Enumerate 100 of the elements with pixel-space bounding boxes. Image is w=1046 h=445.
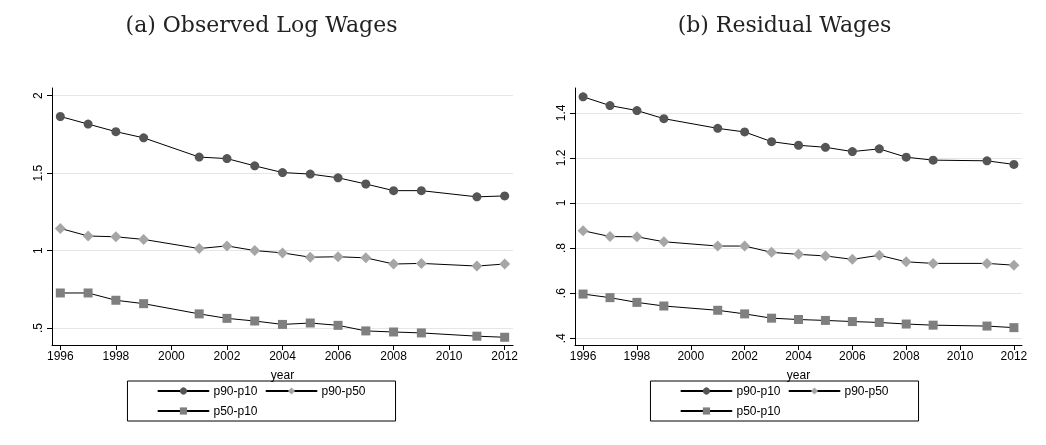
x-tick-label: 2002 — [731, 349, 759, 363]
point — [277, 247, 288, 259]
x-tick-label: 1998 — [623, 349, 651, 363]
point — [111, 127, 121, 137]
point — [361, 179, 371, 189]
y-tick-label: .8 — [554, 242, 568, 254]
point — [659, 114, 669, 124]
point — [82, 230, 94, 242]
point — [873, 249, 885, 261]
legend-label: p90-p10 — [213, 384, 258, 398]
point — [928, 320, 938, 330]
point — [304, 251, 316, 263]
y-tick-label: 1 — [554, 199, 568, 207]
chart-title: (a) Observed Log Wages — [125, 11, 398, 37]
point — [793, 248, 804, 260]
point — [250, 316, 260, 326]
x-tick-label: 2008 — [892, 349, 920, 363]
x-tick-label: 2012 — [491, 349, 519, 363]
point — [874, 144, 884, 154]
y-tick-label: .5 — [31, 322, 45, 333]
point — [499, 258, 511, 270]
point — [740, 309, 750, 319]
point — [794, 140, 803, 150]
point — [820, 142, 830, 152]
point — [415, 257, 427, 269]
point — [578, 92, 588, 102]
point — [110, 231, 122, 243]
legend-label: p50-p10 — [213, 404, 258, 418]
point — [794, 315, 803, 325]
point — [250, 161, 260, 171]
x-tick-label: 2002 — [213, 349, 241, 363]
point — [982, 321, 992, 331]
point — [361, 326, 371, 336]
x-tick-label: 2006 — [324, 349, 352, 363]
point — [1009, 323, 1019, 333]
x-tick-label: 2004 — [269, 349, 297, 363]
x-tick-label: 2010 — [946, 349, 974, 363]
point — [194, 152, 204, 162]
point — [631, 231, 643, 243]
y-tick-label: 1.4 — [554, 104, 568, 122]
legend-label: p90-p50 — [844, 384, 889, 398]
point — [712, 240, 724, 252]
point — [982, 156, 992, 166]
y-tick-label: 2 — [31, 92, 45, 100]
point — [767, 313, 777, 323]
point — [500, 191, 510, 201]
point — [416, 328, 426, 338]
chart-title: (b) Residual Wages — [677, 11, 892, 37]
point — [900, 256, 912, 268]
y-tick-label: 1.5 — [31, 164, 45, 182]
point — [578, 289, 588, 299]
point — [740, 127, 750, 137]
x-tick-label: 2000 — [158, 349, 186, 363]
point — [847, 147, 857, 157]
point — [222, 313, 232, 323]
point — [221, 240, 233, 252]
point — [305, 169, 315, 179]
point — [1008, 259, 1020, 271]
x-axis-title: year — [270, 368, 295, 382]
y-tick-label: 1.2 — [554, 149, 568, 167]
point — [846, 253, 858, 265]
x-tick-label: 1996 — [46, 349, 74, 363]
point — [54, 222, 66, 234]
y-tick-label: .4 — [554, 332, 568, 344]
x-tick-label: 1996 — [569, 349, 597, 363]
point — [472, 331, 482, 341]
point — [139, 133, 149, 143]
point — [389, 327, 399, 337]
point — [605, 101, 615, 111]
point — [713, 305, 723, 315]
point — [333, 173, 343, 183]
point — [901, 319, 911, 329]
x-axis-title: year — [786, 368, 811, 382]
point — [333, 320, 343, 330]
x-tick-label: 2000 — [677, 349, 705, 363]
point — [222, 154, 232, 164]
point — [739, 240, 751, 252]
point — [605, 293, 615, 303]
legend-label: p90-p50 — [321, 384, 366, 398]
point — [766, 246, 778, 258]
point — [632, 106, 642, 116]
point — [472, 192, 482, 202]
point — [388, 258, 400, 270]
x-tick-label: 2004 — [785, 349, 813, 363]
point — [83, 288, 93, 298]
point — [713, 123, 723, 133]
point — [604, 231, 616, 243]
y-tick-label: .6 — [554, 287, 568, 299]
point — [416, 186, 426, 196]
point — [111, 295, 121, 305]
point — [847, 317, 857, 327]
point — [193, 243, 205, 255]
legend-label: p90-p10 — [736, 384, 781, 398]
point — [659, 301, 669, 311]
point — [389, 186, 399, 196]
x-tick-label: 2012 — [1000, 349, 1028, 363]
point — [194, 309, 204, 319]
x-tick-label: 2010 — [435, 349, 463, 363]
point — [278, 168, 287, 178]
point — [138, 233, 150, 245]
